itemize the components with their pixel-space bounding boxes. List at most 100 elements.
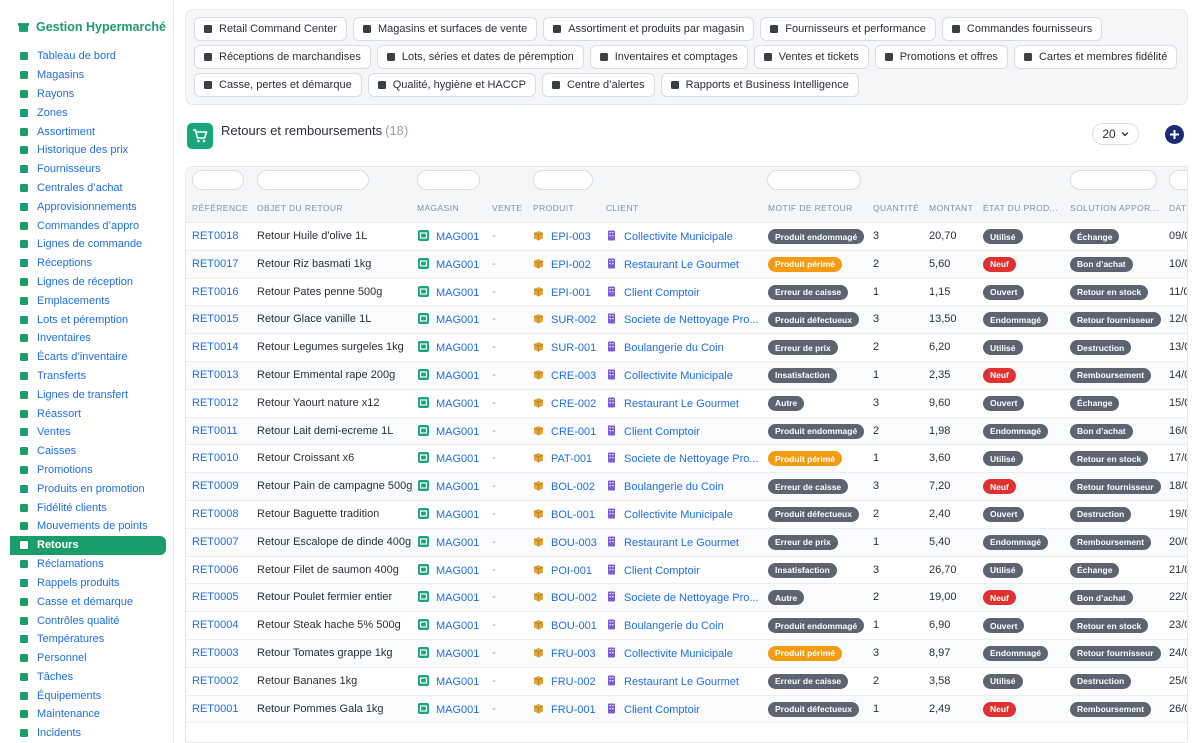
reference-link[interactable]: RET0010 <box>192 452 239 465</box>
table-row[interactable]: RET0010 Retour Croissant x6 MAG001- PAT-001… <box>186 445 1187 474</box>
sidebar-item[interactable]: Lignes de commande <box>0 235 173 254</box>
sidebar-item[interactable]: Commandes d’appro <box>0 216 173 235</box>
sidebar-item[interactable]: Réclamations <box>0 555 173 574</box>
sidebar-item[interactable]: Zones <box>0 103 173 122</box>
filter-solution[interactable] <box>1070 170 1157 190</box>
client-link[interactable]: Collectivite Municipale <box>606 508 733 521</box>
store-link[interactable]: MAG001 <box>418 313 479 326</box>
column-header[interactable]: MONTANT <box>929 203 974 213</box>
sidebar-item[interactable]: Lignes de transfert <box>0 385 173 404</box>
reference-link[interactable]: RET0001 <box>192 702 239 715</box>
module-button[interactable]: Qualité, hygiène et HACCP <box>367 73 536 97</box>
table-row[interactable]: RET0018 Retour Huile d'olive 1L MAG001- EPI… <box>186 223 1187 251</box>
sidebar-item[interactable]: Inventaires <box>0 329 173 348</box>
filter-date[interactable] <box>1169 170 1187 190</box>
table-row[interactable]: RET0012 Retour Yaourt nature x12 MAG001- CR… <box>186 390 1187 418</box>
filter-produit[interactable] <box>533 170 593 190</box>
module-button[interactable]: Réceptions de marchandises <box>194 45 371 69</box>
reference-link[interactable]: RET0007 <box>192 535 239 548</box>
table-row[interactable]: RET0013 Retour Emmental rape 200g MAG001- C… <box>186 361 1187 390</box>
module-button[interactable]: Inventaires et comptages <box>589 45 748 69</box>
sidebar-item[interactable]: Tâches <box>0 668 173 687</box>
sidebar-item[interactable]: Écarts d’inventaire <box>0 348 173 367</box>
module-button[interactable]: Casse, pertes et démarque <box>194 73 362 97</box>
client-link[interactable]: Client Comptoir <box>606 286 700 299</box>
reference-link[interactable]: RET0018 <box>192 230 239 242</box>
column-header[interactable]: QUANTITÉ <box>873 203 920 213</box>
client-link[interactable]: Boulangerie du Coin <box>606 341 724 354</box>
table-row[interactable]: RET0016 Retour Pates penne 500g MAG001- EPI… <box>186 279 1187 307</box>
client-link[interactable]: Restaurant Le Gourmet <box>606 397 739 410</box>
sidebar-item[interactable]: Casse et démarque <box>0 592 173 611</box>
app-brand[interactable]: Gestion Hypermarché <box>0 13 173 41</box>
table-row[interactable]: RET0004 Retour Steak hache 5% 500g MAG001-… <box>186 612 1187 640</box>
store-link[interactable]: MAG001 <box>418 674 479 688</box>
client-link[interactable]: Collectivite Municipale <box>606 369 733 382</box>
table-row[interactable]: RET0017 Retour Riz basmati 1kg MAG001- EPI-… <box>186 250 1187 279</box>
product-link[interactable]: BOL-001 <box>533 508 595 521</box>
reference-link[interactable]: RET0003 <box>192 646 239 659</box>
sidebar-item[interactable]: Promotions <box>0 461 173 480</box>
column-header[interactable]: RÉFÉRENCE <box>192 203 249 213</box>
column-header[interactable]: ÉTAT DU PROD... <box>983 203 1058 213</box>
column-header[interactable]: VENTE <box>492 203 523 213</box>
product-link[interactable]: EPI-002 <box>533 258 591 271</box>
table-row[interactable]: RET0009 Retour Pain de campagne 500g MAG00… <box>186 473 1187 501</box>
product-link[interactable]: FRU-001 <box>533 703 596 716</box>
module-button[interactable]: Promotions et offres <box>874 45 1008 69</box>
filter-reference[interactable] <box>192 170 244 190</box>
client-link[interactable]: Boulangerie du Coin <box>606 619 724 632</box>
sidebar-item[interactable]: Réassort <box>0 404 173 423</box>
store-link[interactable]: MAG001 <box>418 230 479 243</box>
module-button[interactable]: Magasins et surfaces de vente <box>353 17 538 41</box>
table-row[interactable]: RET0008 Retour Baguette tradition MAG001- B… <box>186 501 1187 529</box>
product-link[interactable]: FRU-003 <box>533 647 596 660</box>
table-row[interactable]: RET0001 Retour Pommes Gala 1kg MAG001- FRU-… <box>186 695 1187 724</box>
store-link[interactable]: MAG001 <box>418 563 479 577</box>
sidebar-item[interactable]: Historique des prix <box>0 141 173 160</box>
store-link[interactable]: MAG001 <box>418 480 479 493</box>
sidebar-item[interactable]: Températures <box>0 630 173 649</box>
sidebar-item[interactable]: Rappels produits <box>0 574 173 593</box>
sidebar-item[interactable]: Rayons <box>0 85 173 104</box>
client-link[interactable]: Societe de Nettoyage Pro... <box>606 591 759 604</box>
filter-magasin[interactable] <box>417 170 480 190</box>
reference-link[interactable]: RET0006 <box>192 563 239 576</box>
sidebar-item[interactable]: Fidélité clients <box>0 498 173 517</box>
product-link[interactable]: EPI-003 <box>533 230 591 243</box>
product-link[interactable]: EPI-001 <box>533 286 591 299</box>
store-link[interactable]: MAG001 <box>418 396 479 410</box>
product-link[interactable]: CRE-003 <box>533 369 596 382</box>
store-link[interactable]: MAG001 <box>418 702 479 716</box>
store-link[interactable]: MAG001 <box>418 619 479 632</box>
sidebar-item[interactable]: Centrales d’achat <box>0 179 173 198</box>
reference-link[interactable]: RET0016 <box>192 285 239 298</box>
filter-objet[interactable] <box>257 170 369 190</box>
product-link[interactable]: SUR-001 <box>533 341 596 354</box>
table-row[interactable]: RET0002 Retour Bananes 1kg MAG001- FRU-002 R… <box>186 668 1187 696</box>
module-button[interactable]: Ventes et tickets <box>753 45 869 69</box>
sidebar-item[interactable]: Mouvements de points <box>0 517 173 536</box>
column-header[interactable]: CLIENT <box>606 203 639 213</box>
client-link[interactable]: Restaurant Le Gourmet <box>606 536 739 549</box>
column-header[interactable]: MOTIF DE RETOUR <box>768 203 853 213</box>
store-link[interactable]: MAG001 <box>418 424 479 438</box>
sidebar-item[interactable]: Approvisionnements <box>0 197 173 216</box>
table-row[interactable]: RET0003 Retour Tomates grappe 1kg MAG001- F… <box>186 639 1187 668</box>
sidebar-item[interactable]: Maintenance <box>0 705 173 724</box>
reference-link[interactable]: RET0017 <box>192 257 239 270</box>
store-link[interactable]: MAG001 <box>418 591 479 604</box>
product-link[interactable]: BOU-001 <box>533 619 597 632</box>
sidebar-item[interactable]: Contrôles qualité <box>0 611 173 630</box>
column-header[interactable]: OBJET DU RETOUR <box>257 203 343 213</box>
reference-link[interactable]: RET0012 <box>192 396 239 409</box>
client-link[interactable]: Client Comptoir <box>606 564 700 577</box>
module-button[interactable]: Cartes et membres fidélité <box>1013 45 1178 69</box>
reference-link[interactable]: RET0009 <box>192 480 239 493</box>
store-link[interactable]: MAG001 <box>418 507 479 521</box>
store-link[interactable]: MAG001 <box>418 341 479 354</box>
sidebar-item[interactable]: Ventes <box>0 423 173 442</box>
table-row[interactable]: RET0011 Retour Lait demi-ecreme 1L MAG001-… <box>186 417 1187 446</box>
client-link[interactable]: Societe de Nettoyage Pro... <box>606 313 759 326</box>
module-button[interactable]: Commandes fournisseurs <box>941 17 1103 41</box>
